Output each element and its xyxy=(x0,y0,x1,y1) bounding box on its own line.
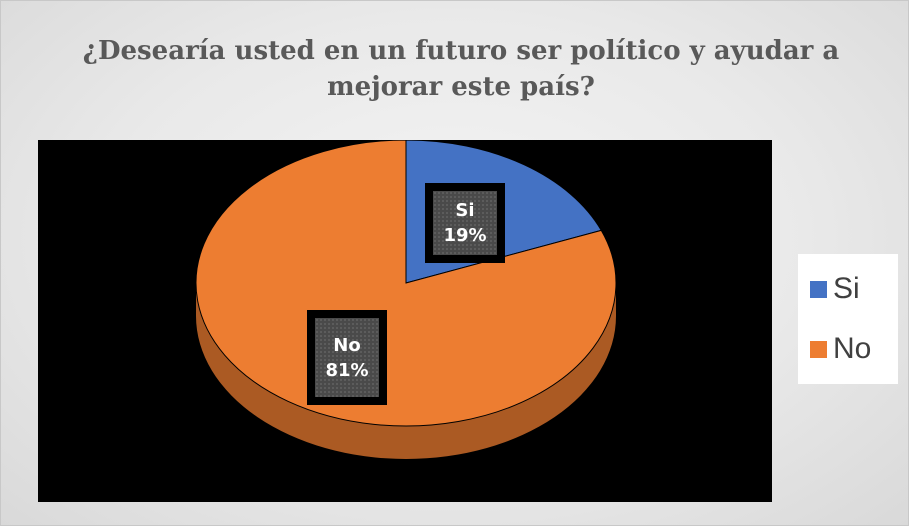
pie-chart xyxy=(195,140,617,459)
legend-label-no: No xyxy=(833,332,872,365)
legend-swatch-no xyxy=(810,340,827,358)
plot-area xyxy=(38,140,772,502)
legend-swatch-si xyxy=(810,280,827,298)
chart-legend: Si No xyxy=(798,254,898,384)
data-label-no-value: 81% xyxy=(325,359,369,381)
legend-item-si: Si xyxy=(810,269,860,309)
legend-item-no: No xyxy=(810,329,871,369)
data-label-no-category: No xyxy=(333,334,361,356)
pie-side-no xyxy=(196,283,616,459)
data-label-si-category: Si xyxy=(455,200,475,221)
data-label-si: Si 19% xyxy=(425,183,505,263)
data-label-si-value: 19% xyxy=(443,225,487,246)
data-label-no: No 81% xyxy=(307,310,387,405)
pie-slice-no xyxy=(195,140,617,427)
chart-title: ¿Desearía usted en un futuro ser polític… xyxy=(82,36,840,102)
legend-label-si: Si xyxy=(833,272,860,305)
